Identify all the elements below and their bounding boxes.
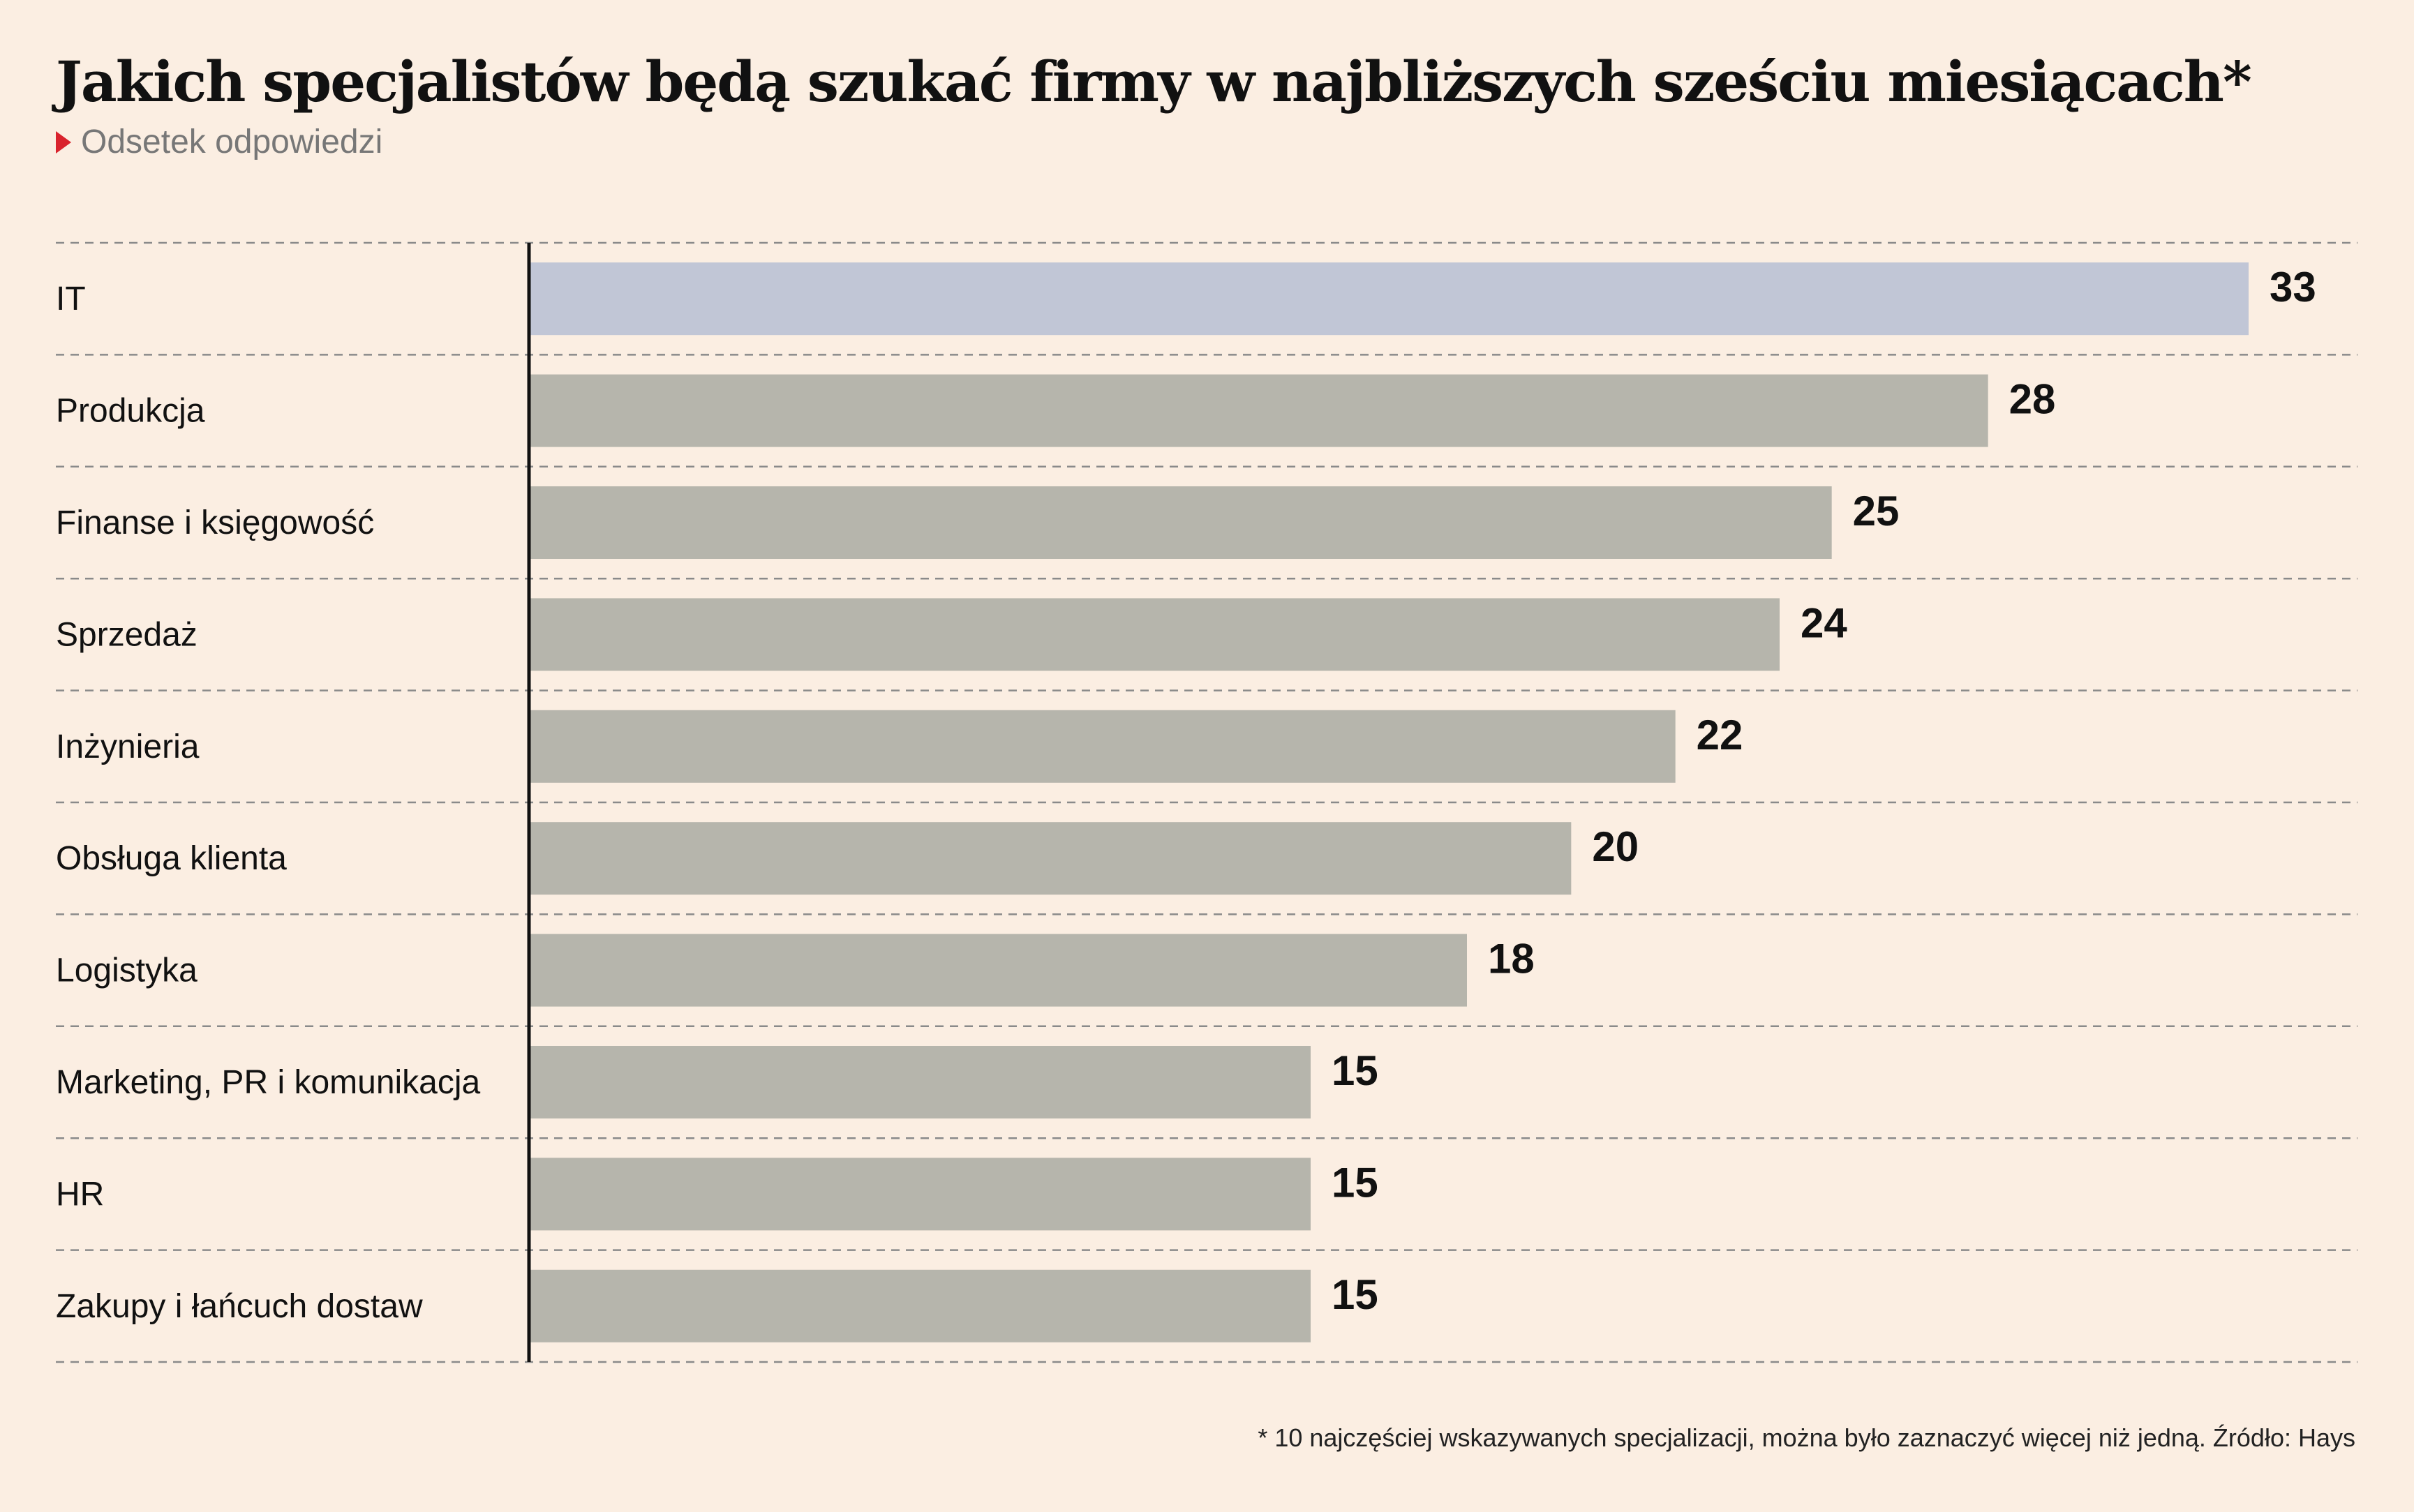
data-label: 15 [1332, 1047, 1378, 1094]
bar [529, 1269, 1311, 1342]
data-label: 22 [1697, 712, 1743, 758]
chart-title: Jakich specjalistów będą szukać firmy w … [56, 49, 2252, 114]
category-label: Logistyka [56, 952, 198, 989]
category-label: Sprzedaż [56, 616, 198, 653]
data-label: 25 [1853, 488, 1900, 534]
bar [529, 1158, 1311, 1231]
bar [529, 262, 2249, 336]
category-label: Finanse i księgowość [56, 504, 374, 541]
chart-subtitle: Odsetek odpowiedzi [56, 123, 382, 161]
data-label: 15 [1332, 1159, 1378, 1206]
category-label: Marketing, PR i komunikacja [56, 1064, 481, 1101]
data-label: 24 [1801, 599, 1847, 646]
bar [529, 598, 1780, 671]
data-label: 18 [1488, 936, 1535, 982]
data-label: 15 [1332, 1271, 1378, 1318]
bar [529, 1046, 1311, 1118]
bar [529, 822, 1572, 895]
triangle-marker-icon [56, 130, 71, 154]
category-label: Zakupy i łańcuch dostaw [56, 1288, 423, 1325]
category-label: Inżynieria [56, 728, 200, 765]
category-label: Produkcja [56, 393, 205, 430]
data-label: 28 [2009, 376, 2056, 423]
category-label: HR [56, 1176, 104, 1213]
bar [529, 934, 1467, 1007]
footnote: * 10 najczęściej wskazywanych specjaliza… [1258, 1423, 2355, 1452]
subtitle-text: Odsetek odpowiedzi [81, 123, 383, 160]
bar [529, 710, 1676, 783]
bar [529, 486, 1832, 559]
data-label: 20 [1592, 823, 1639, 870]
data-label: 33 [2270, 264, 2316, 310]
bar [529, 374, 1988, 447]
category-label: IT [56, 280, 86, 317]
category-label: Obsługa klienta [56, 840, 287, 877]
